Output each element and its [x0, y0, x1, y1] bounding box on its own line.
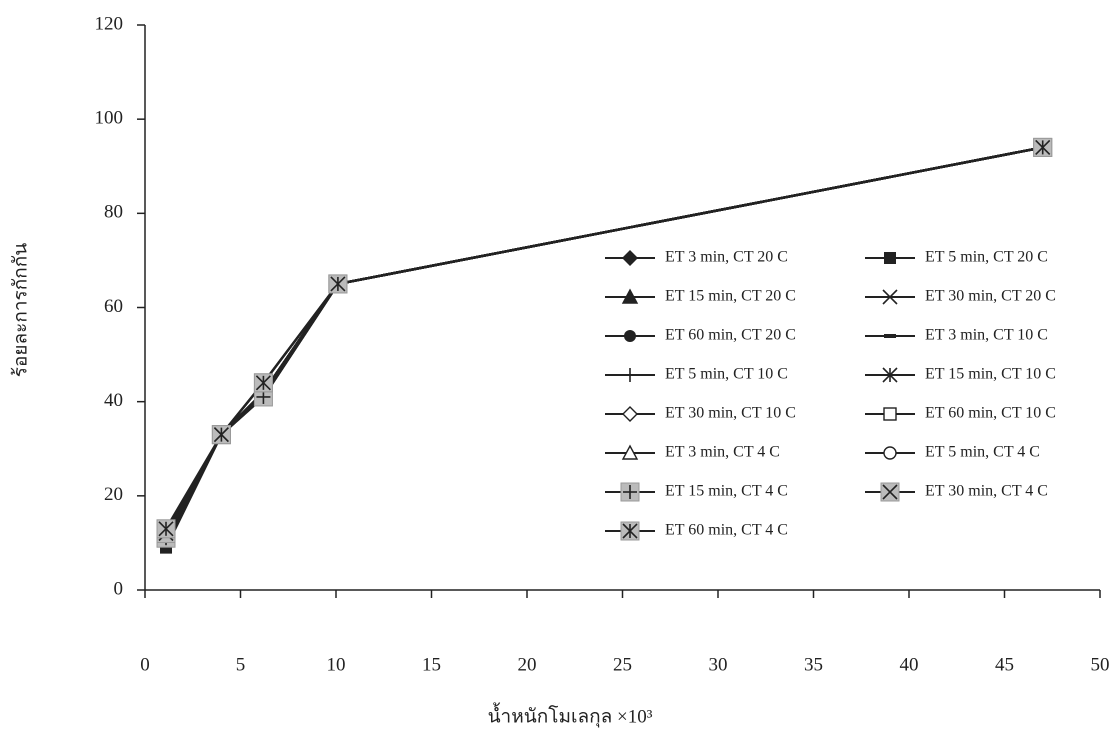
legend-label: ET 15 min, CT 10 C [925, 366, 1056, 383]
x-tick-label: 40 [900, 654, 919, 675]
x-tick-label: 10 [327, 654, 346, 675]
y-tick-label: 0 [114, 578, 124, 599]
marker [1034, 138, 1052, 156]
series-line [166, 147, 1043, 528]
legend-label: ET 15 min, CT 20 C [665, 288, 796, 305]
legend-label: ET 3 min, CT 20 C [665, 249, 788, 266]
marker [884, 447, 896, 459]
marker [623, 368, 637, 382]
legend-label: ET 5 min, CT 10 C [665, 366, 788, 383]
marker-shape [623, 407, 637, 421]
marker [623, 251, 637, 265]
legend-label: ET 30 min, CT 20 C [925, 288, 1056, 305]
legend-label: ET 30 min, CT 10 C [665, 405, 796, 422]
marker [157, 520, 175, 538]
x-axis-title: น้ำหนักโมเลกุล ×10³ [488, 702, 653, 728]
marker [624, 330, 636, 342]
marker-shape [884, 252, 896, 264]
x-tick-label: 15 [422, 654, 441, 675]
marker [881, 483, 899, 501]
x-tick-label: 5 [236, 654, 246, 675]
legend-label: ET 15 min, CT 4 C [665, 483, 788, 500]
marker-shape [884, 447, 896, 459]
x-tick-label: 0 [140, 654, 150, 675]
x-tick-label: 30 [709, 654, 728, 675]
marker [884, 252, 896, 264]
x-tick-label: 35 [804, 654, 823, 675]
legend-label: ET 3 min, CT 4 C [665, 444, 780, 461]
y-tick-label: 120 [95, 13, 124, 34]
legend-label: ET 5 min, CT 4 C [925, 444, 1040, 461]
marker-shape [623, 251, 637, 265]
chart: น้ำหนักโมเลกุล ×10³ ร้อยละการกักกัน 0 20 4… [0, 0, 1117, 738]
marker [884, 408, 896, 420]
x-tick-label: 25 [613, 654, 632, 675]
marker [254, 374, 272, 392]
y-tick-label: 40 [104, 390, 123, 411]
legend-entry: ET 30 min, CT 20 C [865, 288, 1056, 305]
y-tick-label: 20 [104, 484, 123, 505]
legend-label: ET 5 min, CT 20 C [925, 249, 1048, 266]
marker-shape [624, 330, 636, 342]
legend-label: ET 3 min, CT 10 C [925, 327, 1048, 344]
legend-entry: ET 15 min, CT 10 C [865, 366, 1056, 383]
legend-entry: ET 5 min, CT 10 C [605, 366, 788, 383]
marker [884, 334, 896, 338]
series-line [166, 147, 1043, 538]
series-line [166, 147, 1043, 547]
y-tick-label: 60 [104, 296, 123, 317]
x-tick-label: 20 [518, 654, 537, 675]
marker-shape [884, 334, 896, 338]
series-line [166, 147, 1043, 533]
marker [329, 275, 347, 293]
x-tick-label: 45 [995, 654, 1014, 675]
marker-shape [884, 408, 896, 420]
marker [883, 368, 897, 382]
marker [623, 407, 637, 421]
legend-label: ET 60 min, CT 10 C [925, 405, 1056, 422]
x-tick-label: 50 [1091, 654, 1110, 675]
legend-label: ET 60 min, CT 4 C [665, 522, 788, 539]
y-axis-title: ร้อยละการกักกัน [10, 243, 31, 377]
y-tick-label: 100 [95, 108, 124, 129]
legend-label: ET 30 min, CT 4 C [925, 483, 1048, 500]
marker [621, 522, 639, 540]
y-tick-label: 80 [104, 202, 123, 223]
marker [212, 426, 230, 444]
marker [621, 483, 639, 501]
legend-label: ET 60 min, CT 20 C [665, 327, 796, 344]
